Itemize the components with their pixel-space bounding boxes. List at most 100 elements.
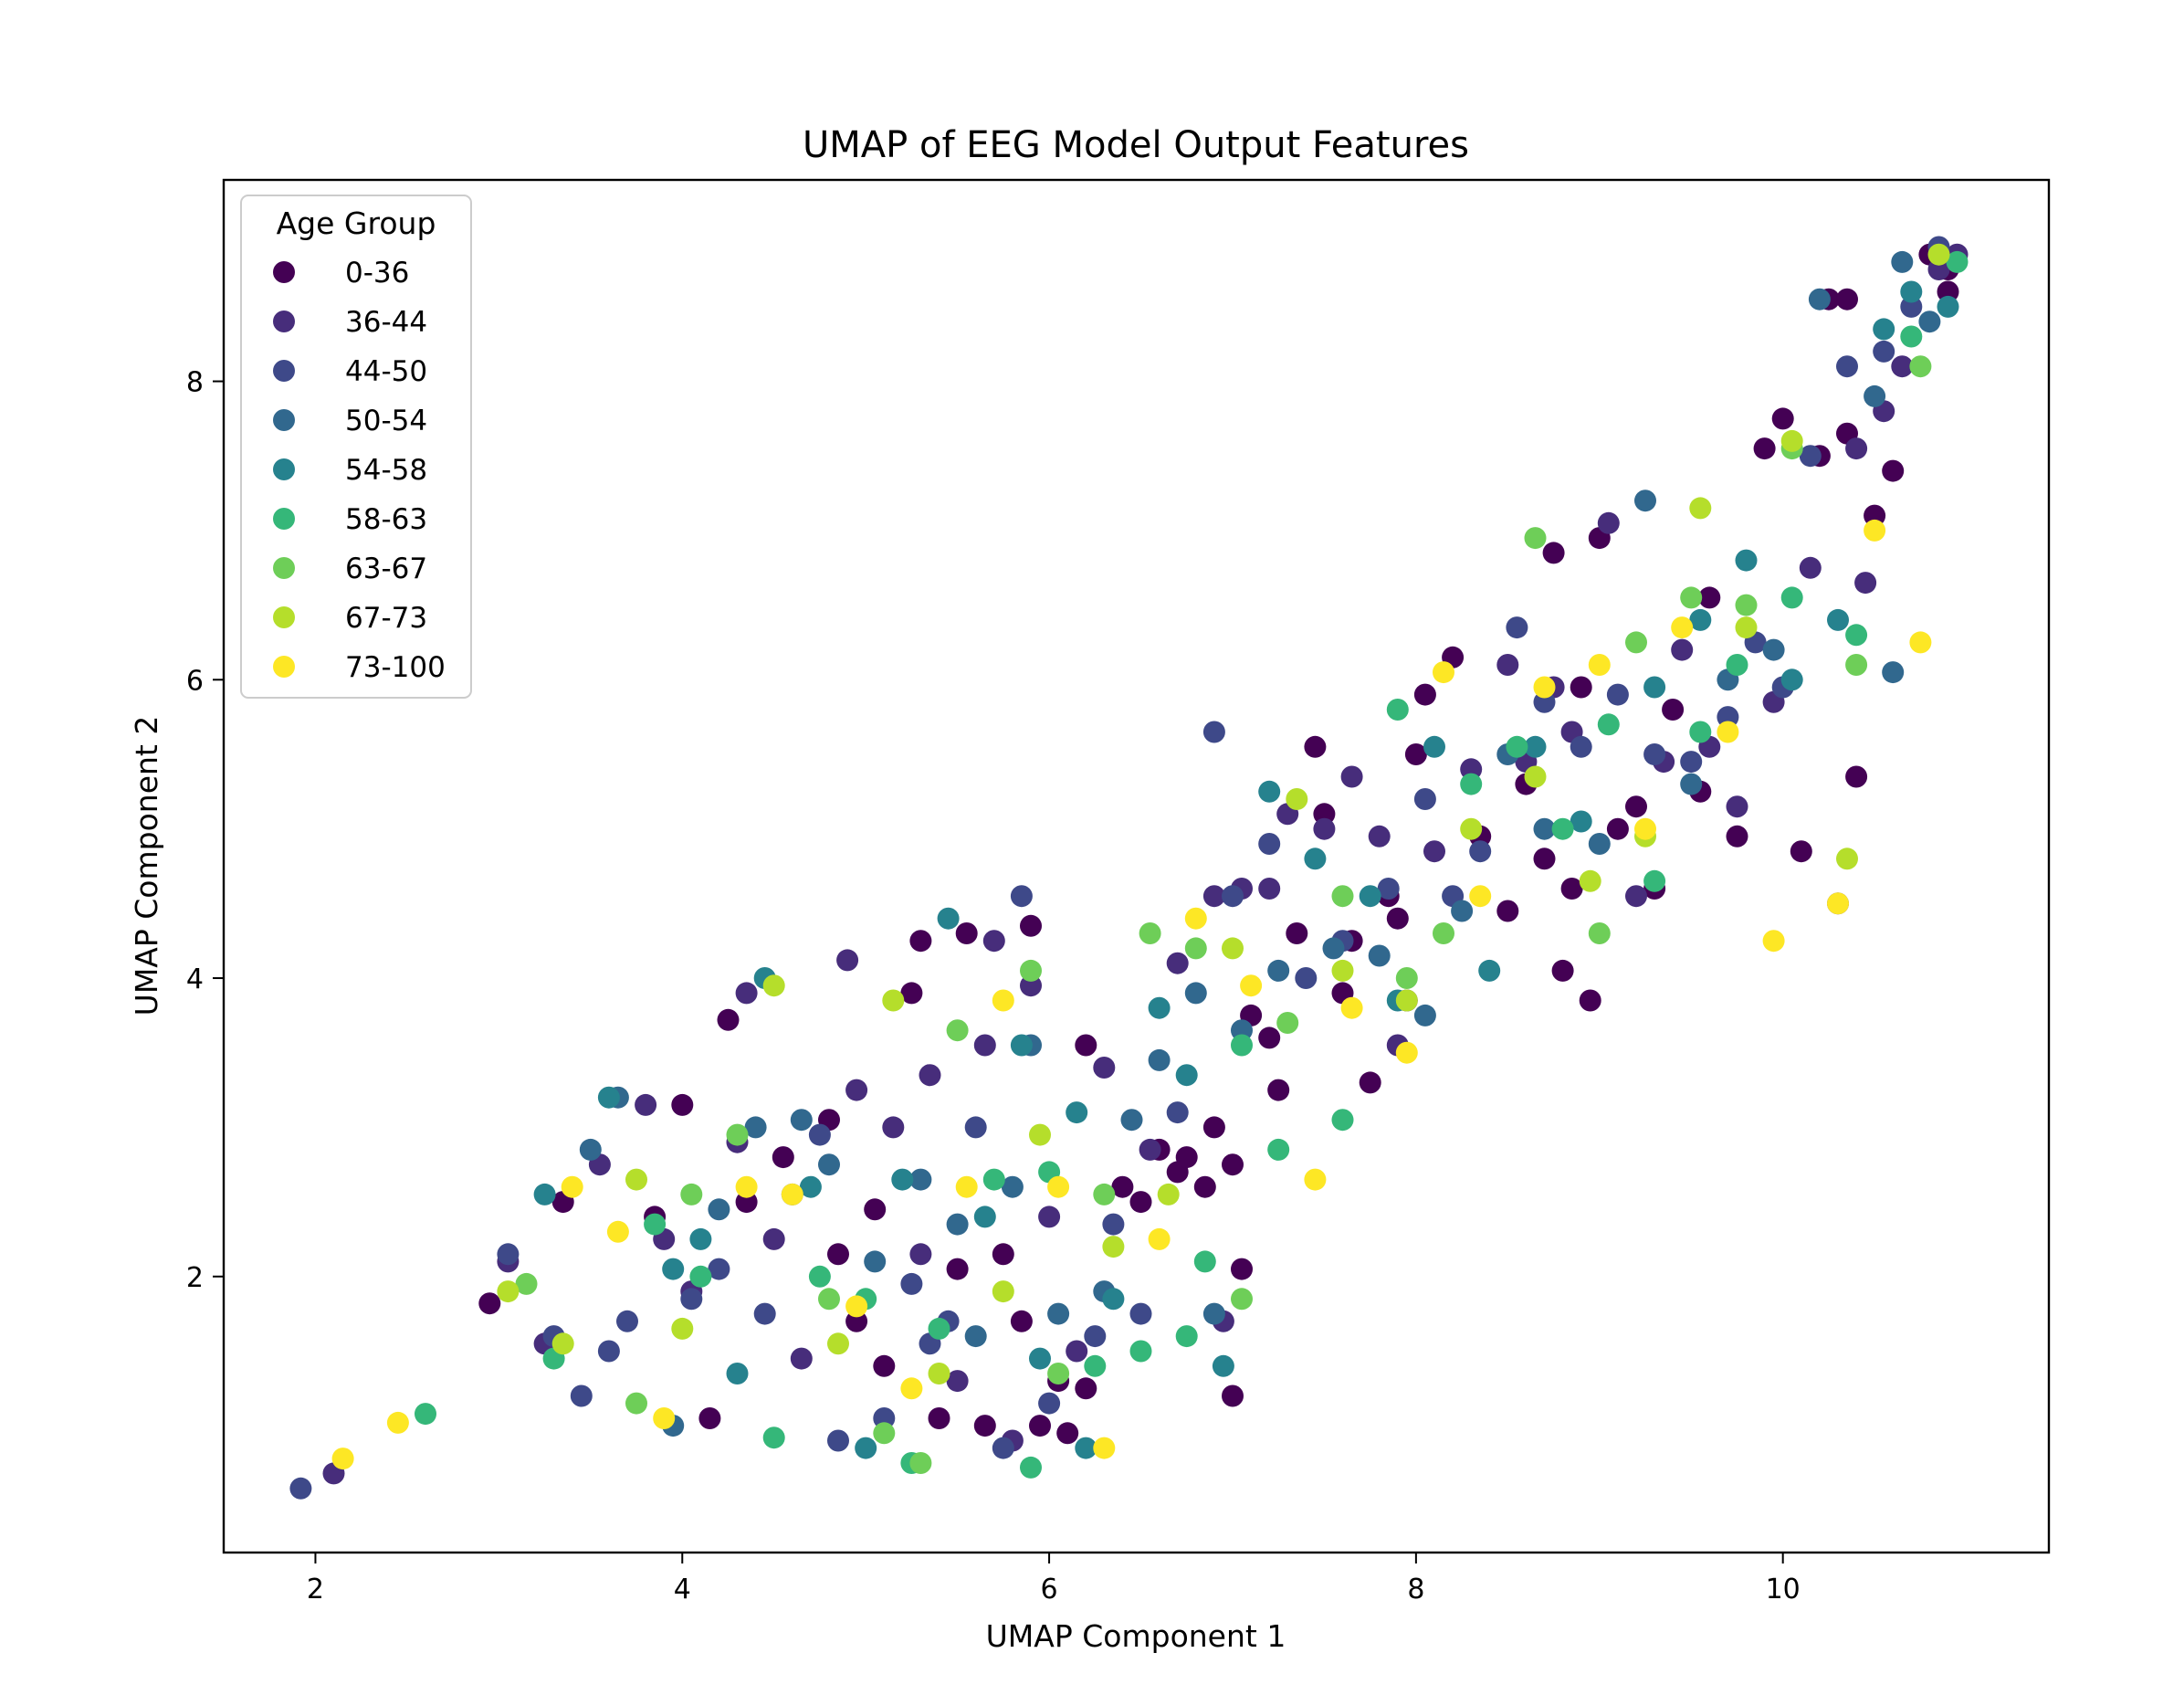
legend-box	[240, 195, 472, 699]
data-point-0-36	[827, 1243, 849, 1266]
data-point-0-36	[946, 1258, 969, 1280]
data-point-36-44	[1139, 1138, 1161, 1161]
data-point-0-36	[1386, 907, 1409, 930]
data-point-58-63	[1460, 773, 1483, 795]
data-point-73-100	[1148, 1227, 1171, 1250]
data-point-54-58	[1570, 810, 1592, 833]
y-axis: 2 4 6 8	[186, 367, 224, 1294]
data-point-50-54	[1634, 490, 1656, 512]
data-point-54-58	[1066, 1101, 1088, 1124]
data-point-67-73	[1927, 243, 1950, 266]
data-point-44-50	[289, 1477, 312, 1500]
data-point-0-36	[992, 1243, 1014, 1266]
data-point-67-73	[497, 1280, 520, 1303]
data-point-44-50	[1606, 683, 1629, 706]
data-point-50-54	[1267, 959, 1290, 982]
data-point-0-36	[1753, 437, 1776, 460]
data-point-67-73	[1689, 497, 1712, 520]
data-point-73-100	[1047, 1175, 1070, 1198]
data-point-73-100	[1671, 616, 1694, 639]
data-point-50-54	[818, 1153, 840, 1176]
data-point-44-50	[680, 1288, 703, 1311]
data-point-73-100	[561, 1175, 583, 1198]
data-point-50-54	[864, 1250, 887, 1273]
data-point-36-44	[1066, 1340, 1088, 1363]
data-point-54-58	[1258, 780, 1281, 803]
data-point-50-54	[579, 1138, 602, 1161]
data-point-0-36	[1836, 288, 1858, 311]
data-point-54-58	[799, 1175, 822, 1198]
data-point-36-44	[845, 1079, 868, 1101]
data-point-54-58	[1148, 996, 1171, 1019]
data-point-0-36	[1075, 1034, 1097, 1057]
data-point-67-73	[1102, 1236, 1125, 1258]
data-point-63-67	[1231, 1288, 1253, 1311]
data-point-0-36	[1258, 1026, 1281, 1049]
data-point-67-73	[1460, 817, 1483, 840]
data-point-58-63	[1020, 1456, 1042, 1479]
data-point-63-67	[726, 1123, 749, 1146]
data-point-44-50	[1010, 885, 1033, 908]
data-point-54-58	[855, 1437, 877, 1459]
data-point-0-36	[1129, 1191, 1152, 1214]
data-point-63-67	[1139, 922, 1161, 944]
data-point-44-50	[1570, 735, 1592, 758]
data-point-67-73	[1331, 959, 1354, 982]
data-point-73-100	[1909, 631, 1932, 654]
data-point-0-36	[1790, 840, 1812, 863]
data-point-67-73	[1836, 848, 1858, 870]
data-point-0-36	[1542, 542, 1565, 564]
data-point-44-50	[1084, 1325, 1107, 1348]
data-point-73-100	[1395, 1041, 1418, 1064]
data-point-36-44	[1671, 638, 1694, 661]
data-point-73-100	[386, 1411, 409, 1434]
legend-title: Age Group	[277, 205, 436, 241]
y-tick-label: 6	[186, 665, 204, 697]
data-point-44-50	[1680, 751, 1703, 774]
legend-marker-36-44	[273, 311, 295, 332]
data-point-0-36	[671, 1093, 694, 1116]
data-point-50-54	[1891, 250, 1914, 273]
data-point-54-58	[1029, 1347, 1051, 1370]
data-point-50-54	[1368, 944, 1391, 967]
x-tick-label: 10	[1766, 1574, 1801, 1606]
data-point-63-67	[1331, 885, 1354, 908]
data-point-0-36	[1020, 914, 1042, 937]
plot-frame	[222, 178, 2051, 1554]
data-point-44-50	[708, 1258, 730, 1280]
data-point-50-54	[708, 1198, 730, 1221]
data-point-58-63	[1386, 699, 1409, 721]
data-point-67-73	[625, 1168, 647, 1191]
data-point-50-54	[1451, 900, 1474, 922]
data-point-63-67	[1909, 355, 1932, 378]
data-point-54-58	[1643, 676, 1666, 699]
data-point-0-36	[1625, 795, 1647, 818]
data-point-44-50	[964, 1116, 987, 1139]
data-point-0-36	[1560, 878, 1583, 900]
x-tick-label: 2	[307, 1574, 324, 1606]
data-point-63-67	[625, 1392, 647, 1415]
data-point-36-44	[1313, 817, 1336, 840]
data-point-0-36	[1313, 803, 1336, 826]
legend-marker-44-50	[273, 360, 295, 382]
data-point-54-58	[1735, 549, 1758, 572]
data-point-73-100	[653, 1407, 676, 1429]
data-point-44-50	[1717, 706, 1739, 729]
data-point-44-50	[1102, 1213, 1125, 1236]
legend-label-36-44: 36-44	[345, 306, 427, 339]
data-point-58-63	[644, 1213, 667, 1236]
data-point-58-63	[808, 1265, 831, 1288]
data-point-0-36	[1662, 699, 1685, 721]
data-point-50-54	[1808, 288, 1831, 311]
data-point-0-36	[955, 922, 978, 944]
data-point-50-54	[1918, 311, 1941, 333]
data-point-0-36	[717, 1008, 740, 1031]
x-tick-label: 8	[1407, 1574, 1424, 1606]
data-point-44-50	[753, 1302, 776, 1325]
data-point-50-54	[1120, 1109, 1143, 1132]
data-point-50-54	[1533, 817, 1556, 840]
data-point-54-58	[662, 1258, 685, 1280]
legend-marker-0-36	[273, 261, 295, 283]
